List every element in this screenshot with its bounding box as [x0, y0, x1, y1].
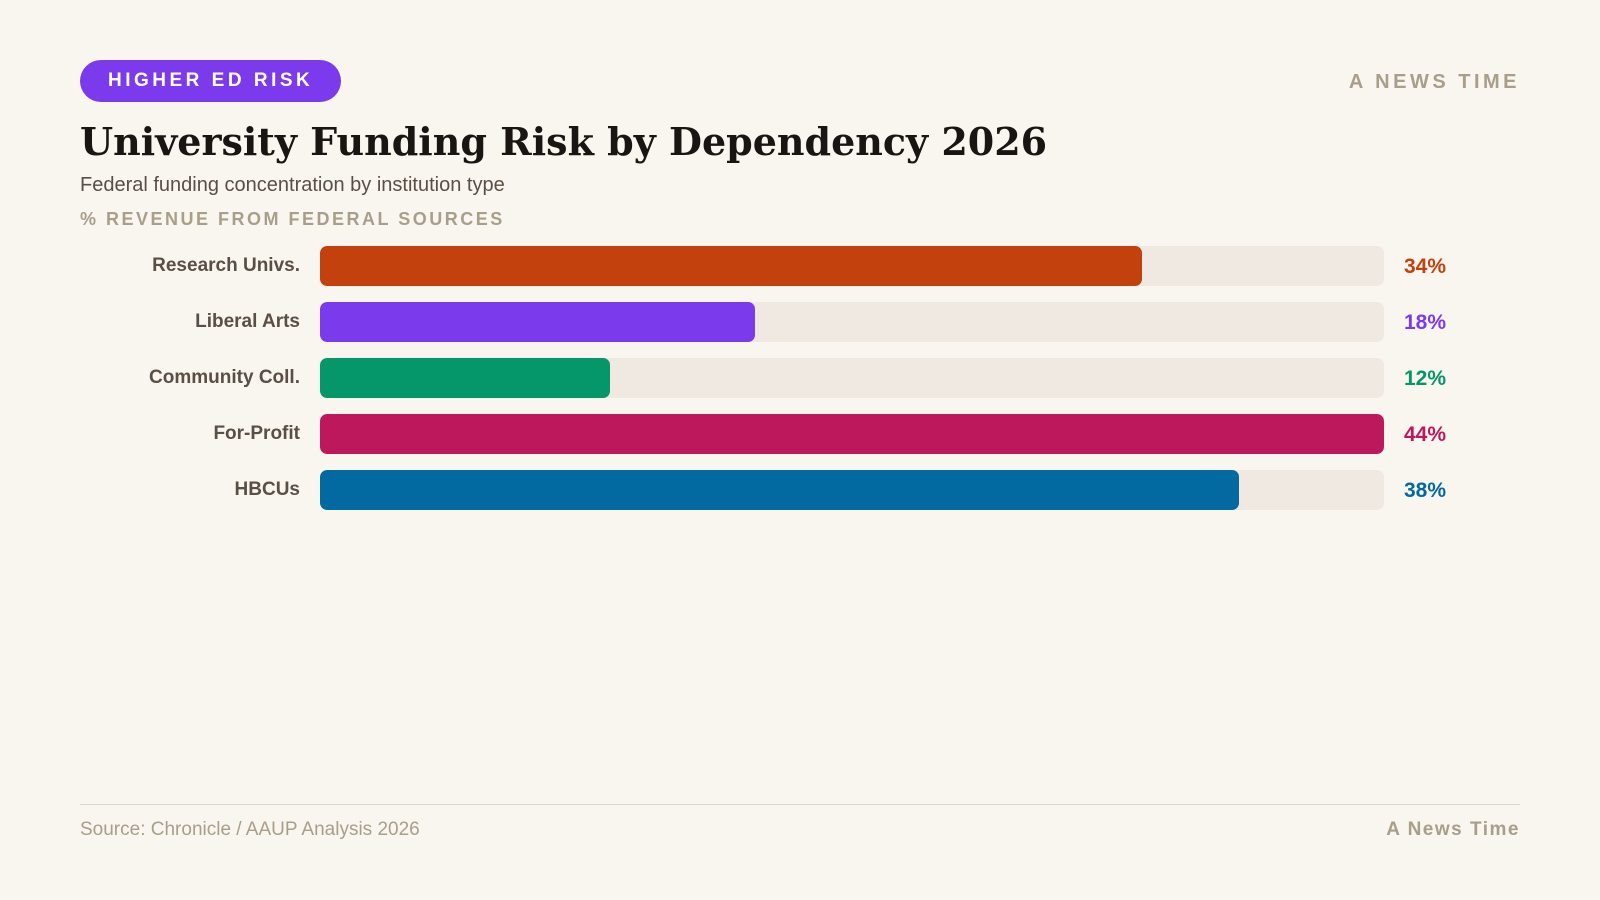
- chart-subtitle: Federal funding concentration by institu…: [80, 174, 505, 196]
- bar-track: [320, 246, 1384, 286]
- value-label: 38%: [1404, 479, 1447, 502]
- category-label: Liberal Arts: [195, 311, 300, 332]
- category-label: For-Profit: [213, 423, 300, 444]
- category-label: Research Univs.: [152, 255, 300, 276]
- value-label: 18%: [1404, 311, 1447, 334]
- bar: [320, 246, 1142, 286]
- bar: [320, 414, 1384, 454]
- bar-chart: Research Univs. 34% Liberal Arts 18% Communi…: [80, 246, 1520, 536]
- bar-track: [320, 358, 1384, 398]
- bar-track: [320, 414, 1384, 454]
- source-note: Source: Chronicle / AAUP Analysis 2026: [80, 819, 420, 840]
- footer-divider: [80, 804, 1520, 805]
- bar-row: Research Univs. 34%: [80, 246, 1520, 286]
- category-label: HBCUs: [234, 479, 300, 500]
- bar-row: For-Profit 44%: [80, 414, 1520, 454]
- unit-label: % REVENUE FROM FEDERAL SOURCES: [80, 209, 505, 229]
- brand-name: A NEWS TIME: [1348, 71, 1520, 93]
- bar-row: Liberal Arts 18%: [80, 302, 1520, 342]
- category-label: Community Coll.: [149, 367, 300, 388]
- chart-title: University Funding Risk by Dependency 20…: [80, 119, 1048, 164]
- value-label: 34%: [1404, 255, 1447, 278]
- category-tag: HIGHER ED RISK: [80, 60, 342, 102]
- bar-row: HBCUs 38%: [80, 470, 1520, 510]
- value-label: 44%: [1404, 423, 1447, 446]
- bar: [320, 358, 610, 398]
- bar-track: [320, 302, 1384, 342]
- bar: [320, 470, 1239, 510]
- bar-track: [320, 470, 1384, 510]
- bar-row: Community Coll. 12%: [80, 358, 1520, 398]
- footer-brand: A News Time: [1386, 819, 1520, 840]
- value-label: 12%: [1404, 367, 1447, 390]
- bar: [320, 302, 755, 342]
